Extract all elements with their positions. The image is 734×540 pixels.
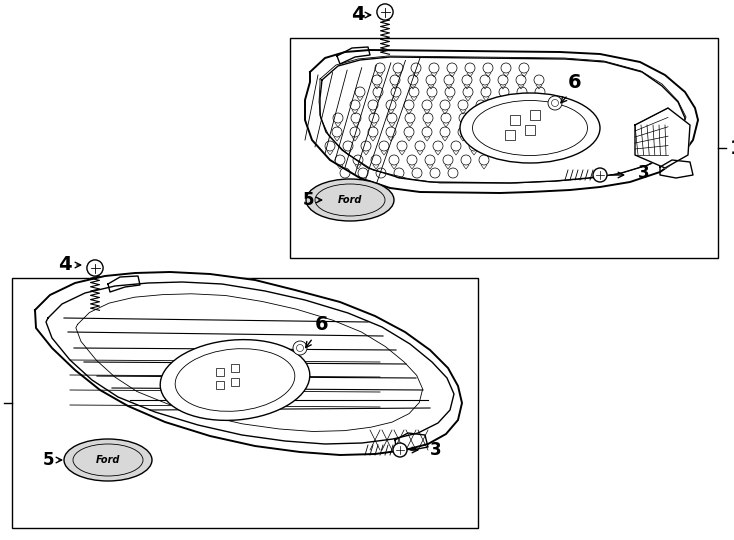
- Text: 5: 5: [302, 191, 313, 209]
- Circle shape: [393, 443, 407, 457]
- Text: 6: 6: [315, 315, 329, 334]
- Circle shape: [551, 99, 559, 106]
- Polygon shape: [35, 272, 462, 455]
- Text: 4: 4: [58, 255, 72, 274]
- Ellipse shape: [160, 340, 310, 420]
- Bar: [231, 364, 239, 372]
- Text: 3: 3: [430, 441, 442, 459]
- Text: 6: 6: [568, 72, 582, 91]
- Circle shape: [377, 4, 393, 20]
- Bar: [530, 110, 540, 120]
- Bar: [216, 381, 224, 389]
- Circle shape: [293, 341, 307, 355]
- Text: Ford: Ford: [96, 455, 120, 465]
- Polygon shape: [305, 50, 698, 193]
- Bar: [525, 125, 535, 135]
- Bar: [12, 278, 478, 528]
- Bar: [231, 378, 239, 386]
- Ellipse shape: [460, 93, 600, 163]
- Circle shape: [593, 168, 607, 182]
- Text: 5: 5: [43, 451, 54, 469]
- Bar: [216, 368, 224, 376]
- Polygon shape: [635, 108, 690, 168]
- Ellipse shape: [306, 179, 394, 221]
- Ellipse shape: [64, 439, 152, 481]
- Circle shape: [548, 96, 562, 110]
- Bar: [505, 130, 515, 140]
- Circle shape: [297, 345, 303, 352]
- Bar: [290, 38, 718, 258]
- Text: Ford: Ford: [338, 195, 362, 205]
- Circle shape: [87, 260, 103, 276]
- Text: 4: 4: [351, 5, 365, 24]
- Bar: [510, 115, 520, 125]
- Text: 3: 3: [638, 164, 650, 182]
- Text: 1: 1: [730, 138, 734, 158]
